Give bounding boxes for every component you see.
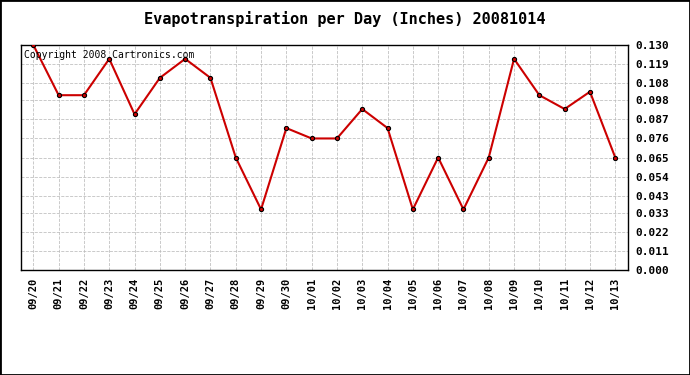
Text: Copyright 2008 Cartronics.com: Copyright 2008 Cartronics.com <box>23 50 194 60</box>
Text: Evapotranspiration per Day (Inches) 20081014: Evapotranspiration per Day (Inches) 2008… <box>144 11 546 27</box>
